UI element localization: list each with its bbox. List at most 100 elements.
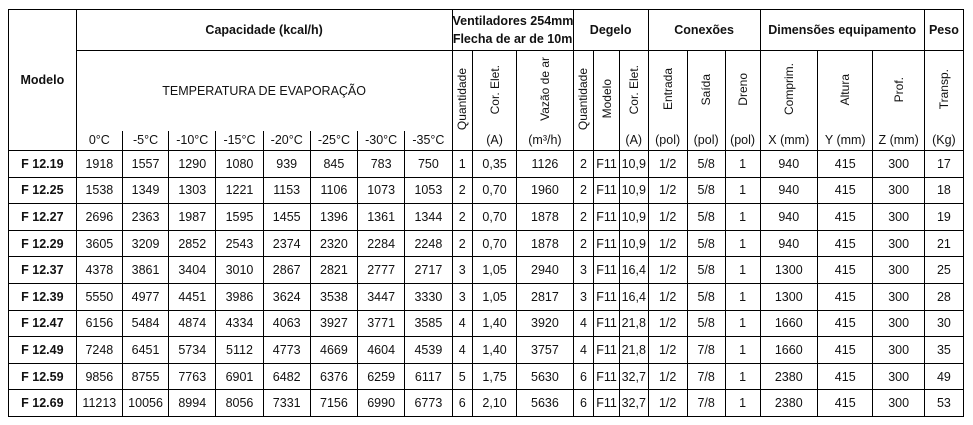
capacity-cell: 1344 — [404, 203, 453, 231]
model-cell: F 12.29 — [8, 229, 77, 258]
vazao-ar-header: Vazão de ar — [516, 50, 574, 131]
capacity-cell: 9856 — [75, 362, 123, 391]
capacity-cell: 939 — [262, 150, 311, 178]
entrada-cell: 1/2 — [647, 362, 688, 391]
altura-cell: 415 — [817, 336, 874, 364]
degelo-qty-cell: 2 — [572, 229, 595, 258]
table-row: F 12.29 3605 3209 2852 2543 2374 2320 2284 2248 2… — [8, 229, 965, 258]
model-cell: F 12.37 — [8, 256, 77, 284]
capacity-cell: 7248 — [75, 336, 123, 364]
temp-minus30: -30°C — [357, 130, 406, 151]
capacity-cell: 4378 — [75, 256, 123, 284]
dreno-unit: (pol) — [724, 130, 761, 151]
capacity-cell: 1349 — [121, 176, 170, 205]
vazao-ar-unit: (m³/h) — [516, 130, 574, 151]
capacity-cell: 2363 — [121, 203, 170, 231]
capacity-cell: 4063 — [262, 309, 311, 338]
prof-cell: 300 — [872, 336, 925, 364]
table-row: F 12.47 6156 5484 4874 4334 4063 3927 3771 3585 4… — [8, 309, 965, 338]
entrada-cell: 1/2 — [647, 150, 688, 178]
model-cell: F 12.25 — [8, 176, 77, 205]
altura-cell: 415 — [817, 389, 874, 417]
capacity-cell: 1918 — [75, 150, 123, 178]
capacity-cell: 5550 — [75, 282, 123, 311]
capacity-cell: 3447 — [357, 282, 406, 311]
capacity-cell: 6259 — [357, 362, 406, 391]
temp-minus25: -25°C — [309, 130, 359, 151]
capacity-cell: 5112 — [215, 336, 264, 364]
peso-cell: 49 — [923, 362, 965, 391]
capacity-cell: 5484 — [121, 309, 170, 338]
saida-cell: 5/8 — [686, 176, 726, 205]
capacity-cell: 845 — [309, 150, 359, 178]
altura-cell: 415 — [817, 362, 874, 391]
capacity-cell: 6376 — [309, 362, 359, 391]
peso-cell: 17 — [923, 150, 965, 178]
temp-minus20: -20°C — [262, 130, 311, 151]
altura-cell: 415 — [817, 150, 874, 178]
capacity-cell: 1303 — [168, 176, 217, 205]
prof-cell: 300 — [872, 203, 925, 231]
degelo-cor-cell: 10,9 — [618, 203, 649, 231]
capacity-cell: 4773 — [262, 336, 311, 364]
table-row: F 12.59 9856 8755 7763 6901 6482 6376 6259 6117 5… — [8, 362, 965, 391]
vent-cor-cell: 1,40 — [472, 309, 518, 338]
model-cell: F 12.19 — [8, 150, 77, 178]
degelo-model-cell: F11 — [593, 336, 620, 364]
vent-cor-cell: 1,05 — [472, 256, 518, 284]
capacity-cell: 2696 — [75, 203, 123, 231]
saida-cell: 5/8 — [686, 203, 726, 231]
capacity-cell: 2821 — [309, 256, 359, 284]
capacity-cell: 3624 — [262, 282, 311, 311]
model-cell: F 12.47 — [8, 309, 77, 338]
capacity-cell: 1595 — [215, 203, 264, 231]
degelo-cor-cell: 21,8 — [618, 336, 649, 364]
vent-qty-cell: 3 — [451, 282, 474, 311]
altura-cell: 415 — [817, 176, 874, 205]
saida-unit: (pol) — [686, 130, 726, 151]
entrada-cell: 1/2 — [647, 203, 688, 231]
capacity-cell: 4451 — [168, 282, 217, 311]
peso-cell: 53 — [923, 389, 965, 417]
peso-cell: 21 — [923, 229, 965, 258]
comprim-cell: 1660 — [759, 336, 819, 364]
transp-unit: (Kg) — [923, 130, 965, 151]
vent-cor-cell: 0,35 — [472, 150, 518, 178]
capacity-cell: 8056 — [215, 389, 264, 417]
peso-header: Peso — [923, 9, 965, 51]
capacity-cell: 1987 — [168, 203, 217, 231]
capacity-cell: 3209 — [121, 229, 170, 258]
saida-cell: 5/8 — [686, 256, 726, 284]
capacity-cell: 1361 — [357, 203, 406, 231]
saida-cell: 5/8 — [686, 150, 726, 178]
capacity-cell: 5734 — [168, 336, 217, 364]
prof-cell: 300 — [872, 309, 925, 338]
capacity-cell: 3538 — [309, 282, 359, 311]
degelo-cor-cell: 16,4 — [618, 256, 649, 284]
capacity-cell: 1455 — [262, 203, 311, 231]
saida-cell: 5/8 — [686, 282, 726, 311]
capacity-cell: 7763 — [168, 362, 217, 391]
degelo-cor-cell: 21,8 — [618, 309, 649, 338]
capacity-cell: 4539 — [404, 336, 453, 364]
capacity-cell: 2852 — [168, 229, 217, 258]
vazao-cell: 3920 — [516, 309, 574, 338]
table-header: Modelo Capacidade (kcal/h) Ventiladores … — [8, 9, 965, 151]
altura-cell: 415 — [817, 229, 874, 258]
table-body: F 12.19 1918 1557 1290 1080 939 845 783 750 1 0,35… — [8, 150, 965, 417]
comprim-cell: 1660 — [759, 309, 819, 338]
entrada-cell: 1/2 — [647, 389, 688, 417]
entrada-cell: 1/2 — [647, 256, 688, 284]
capacity-cell: 4874 — [168, 309, 217, 338]
vazao-cell: 1878 — [516, 203, 574, 231]
capacity-cell: 2717 — [404, 256, 453, 284]
table-row: F 12.39 5550 4977 4451 3986 3624 3538 3447 3330 3… — [8, 282, 965, 311]
table-row: F 12.27 2696 2363 1987 1595 1455 1396 1361 1344 2… — [8, 203, 965, 231]
vazao-cell: 1878 — [516, 229, 574, 258]
capacity-cell: 4669 — [309, 336, 359, 364]
degelo-cor-elet-unit: (A) — [618, 130, 649, 151]
peso-cell: 19 — [923, 203, 965, 231]
model-cell: F 12.59 — [8, 362, 77, 391]
capacity-cell: 4977 — [121, 282, 170, 311]
degelo-cor-cell: 16,4 — [618, 282, 649, 311]
